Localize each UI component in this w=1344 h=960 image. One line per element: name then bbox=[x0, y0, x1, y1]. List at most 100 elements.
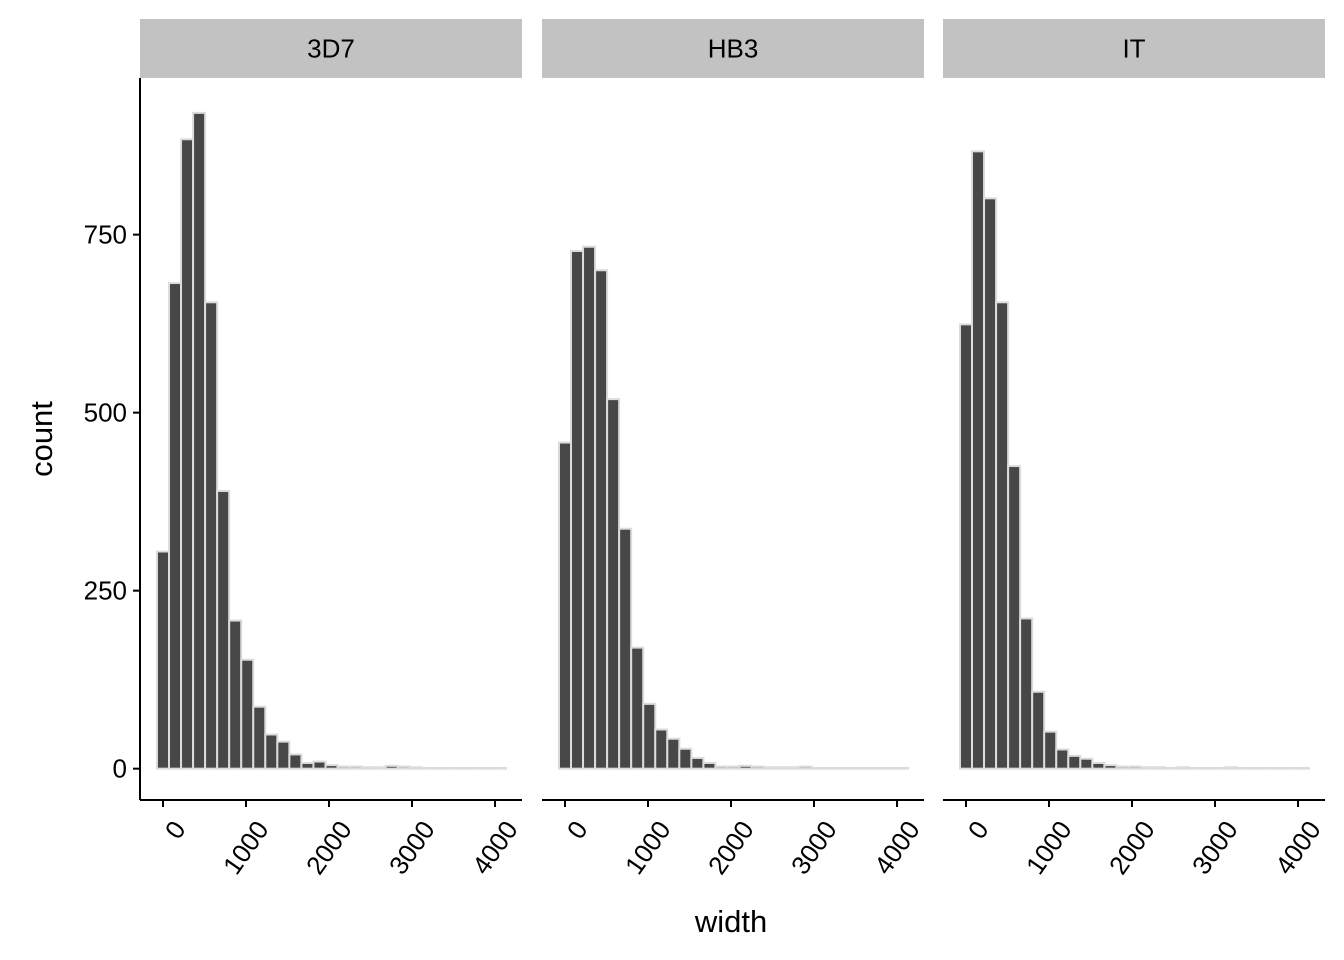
bar bbox=[456, 766, 471, 770]
bar bbox=[1055, 748, 1070, 770]
bar bbox=[180, 138, 195, 770]
bar bbox=[420, 766, 435, 770]
bar bbox=[384, 764, 399, 770]
bar bbox=[1211, 766, 1226, 770]
bar bbox=[336, 765, 351, 770]
bar bbox=[882, 766, 897, 770]
x-tick-label: 0 bbox=[962, 815, 995, 844]
bar bbox=[1175, 766, 1190, 770]
x-tick-label: 0 bbox=[159, 815, 192, 844]
bar bbox=[618, 527, 633, 770]
bar bbox=[360, 766, 375, 770]
x-tick-label: 2000 bbox=[300, 815, 358, 880]
bar bbox=[858, 766, 873, 770]
bar bbox=[252, 705, 267, 770]
bar bbox=[1091, 761, 1106, 770]
x-tick-label: 2000 bbox=[702, 815, 760, 880]
bar bbox=[444, 766, 459, 770]
bar bbox=[1079, 757, 1094, 770]
bar bbox=[1295, 766, 1311, 770]
bar bbox=[1271, 766, 1286, 770]
bar bbox=[1187, 766, 1202, 770]
bar bbox=[726, 765, 741, 770]
bar bbox=[606, 398, 621, 770]
bar bbox=[324, 764, 339, 770]
facet-title: IT bbox=[1122, 34, 1145, 64]
bar bbox=[690, 756, 705, 770]
y-tick-label: 500 bbox=[84, 398, 127, 428]
bar bbox=[822, 766, 837, 770]
bar bbox=[1247, 766, 1262, 770]
x-tick-label: 0 bbox=[561, 815, 594, 844]
bar bbox=[1067, 754, 1082, 770]
bar bbox=[264, 733, 279, 770]
bar bbox=[312, 760, 327, 770]
bar bbox=[1043, 730, 1058, 770]
bar bbox=[870, 766, 885, 770]
bar bbox=[666, 737, 681, 770]
y-tick-label: 750 bbox=[84, 220, 127, 250]
bar bbox=[1103, 764, 1118, 770]
x-tick-label: 1000 bbox=[1020, 815, 1078, 880]
bar bbox=[594, 269, 609, 770]
bar bbox=[1019, 617, 1034, 770]
bar bbox=[654, 728, 669, 770]
bar bbox=[1139, 766, 1154, 770]
bar bbox=[702, 761, 717, 770]
y-tick-label: 0 bbox=[113, 754, 127, 784]
x-tick-label: 3000 bbox=[383, 815, 441, 880]
bar bbox=[468, 766, 483, 770]
bar bbox=[1259, 766, 1274, 770]
bar bbox=[995, 301, 1010, 770]
bar bbox=[894, 766, 910, 770]
bar bbox=[155, 550, 171, 770]
bar bbox=[958, 323, 974, 770]
x-tick-label: 4000 bbox=[868, 815, 926, 880]
x-tick-label: 4000 bbox=[466, 815, 524, 880]
bar bbox=[1235, 766, 1250, 770]
bar bbox=[240, 658, 255, 770]
bar bbox=[738, 764, 753, 770]
facet-strip bbox=[542, 19, 924, 78]
bar bbox=[750, 765, 765, 770]
x-tick-label: 3000 bbox=[785, 815, 843, 880]
bar bbox=[492, 766, 508, 770]
bar bbox=[1007, 465, 1022, 770]
bar bbox=[582, 245, 597, 770]
bar bbox=[288, 753, 303, 770]
bar bbox=[557, 441, 573, 770]
bar bbox=[1163, 766, 1178, 770]
bar bbox=[798, 765, 813, 770]
bar bbox=[810, 766, 825, 770]
bar bbox=[630, 646, 645, 770]
bar bbox=[971, 150, 986, 770]
bar bbox=[714, 765, 729, 770]
facet-strip bbox=[943, 19, 1325, 78]
bar bbox=[408, 766, 423, 770]
bar bbox=[1223, 766, 1238, 770]
bar bbox=[216, 489, 231, 770]
x-tick-label: 1000 bbox=[217, 815, 275, 880]
bar bbox=[774, 766, 789, 770]
bar bbox=[846, 766, 861, 770]
bar bbox=[834, 766, 849, 770]
bar bbox=[642, 702, 657, 770]
bar bbox=[432, 766, 447, 770]
facet-title: HB3 bbox=[708, 34, 759, 64]
bar bbox=[372, 766, 387, 770]
bar bbox=[168, 282, 183, 770]
bar bbox=[396, 765, 411, 770]
x-tick-label: 1000 bbox=[619, 815, 677, 880]
bar bbox=[1127, 765, 1142, 770]
y-axis-title: count bbox=[24, 401, 59, 477]
bar bbox=[1115, 765, 1130, 770]
x-tick-label: 3000 bbox=[1186, 815, 1244, 880]
bar bbox=[678, 747, 693, 770]
x-tick-label: 2000 bbox=[1103, 815, 1161, 880]
bar bbox=[786, 766, 801, 770]
bar bbox=[570, 250, 585, 770]
bar bbox=[1031, 690, 1046, 770]
bar bbox=[228, 619, 243, 770]
x-tick-label: 4000 bbox=[1269, 815, 1327, 880]
